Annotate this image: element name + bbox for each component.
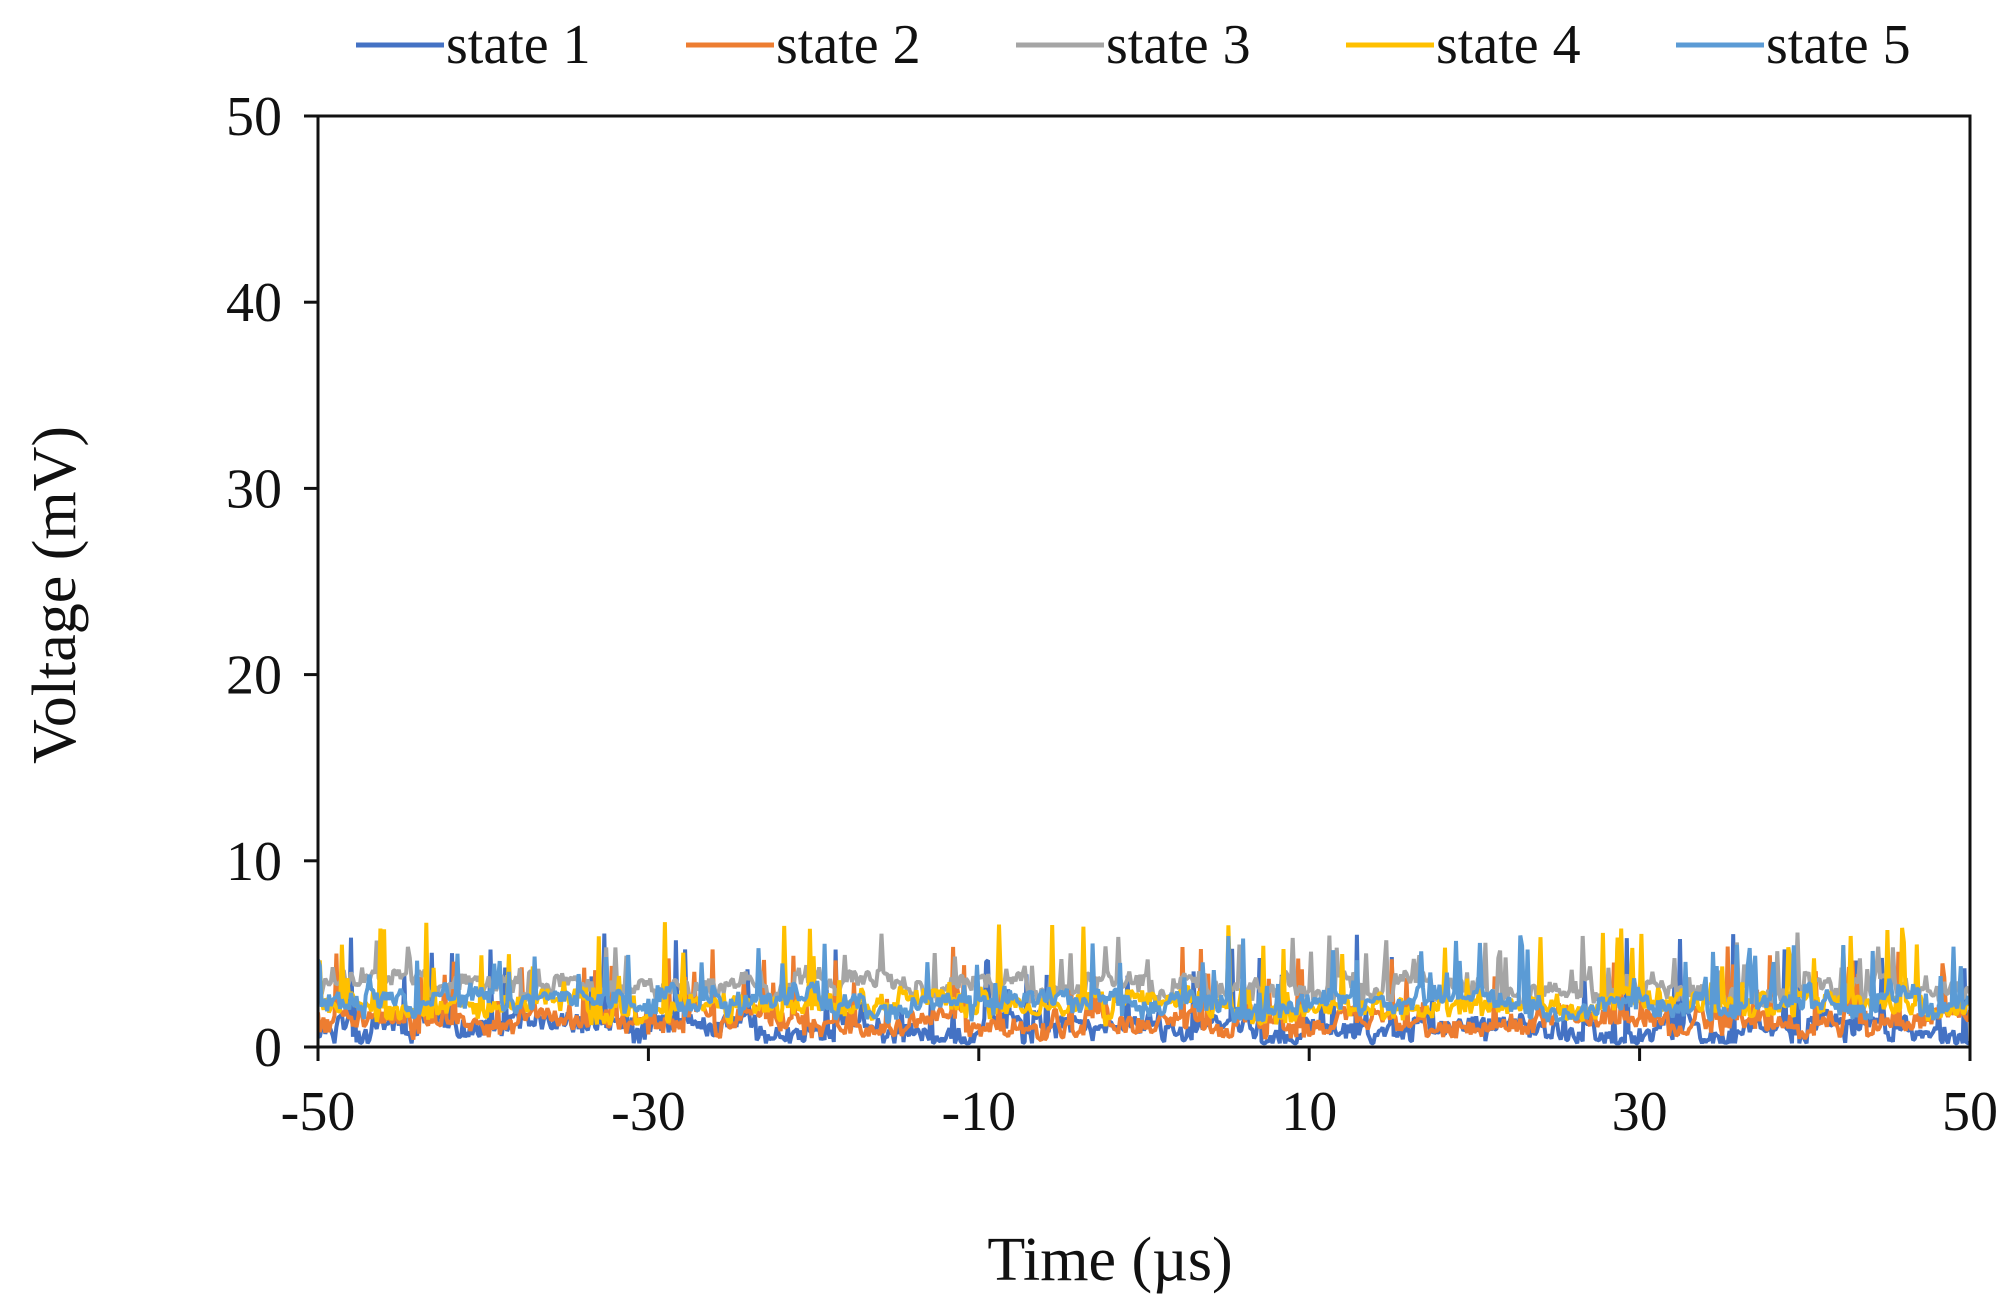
y-tick-label: 0: [254, 1017, 282, 1079]
y-tick-label: 40: [226, 272, 282, 334]
x-axis: -50 -30 -10 10 30 50: [281, 1047, 1998, 1143]
x-tick-label: -10: [941, 1081, 1016, 1143]
y-tick-label: 30: [226, 458, 282, 520]
x-tick-label: 10: [1281, 1081, 1337, 1143]
series-line-state-5: [318, 935, 1970, 1025]
legend-label: state 5: [1766, 14, 1911, 76]
y-axis-title: Voltage (mV): [21, 426, 89, 764]
x-axis-title: Time (µs): [987, 1226, 1232, 1294]
y-tick-label: 50: [226, 86, 282, 148]
x-tick-label: 50: [1942, 1081, 1998, 1143]
x-tick-label: -30: [611, 1081, 686, 1143]
y-axis: 0 10 20 30 40 50: [226, 86, 318, 1079]
y-tick-label: 20: [226, 645, 282, 707]
y-tick-label: 10: [226, 831, 282, 893]
x-tick-label: 30: [1612, 1081, 1668, 1143]
plot-frame: [316, 114, 1972, 1049]
legend-label: state 2: [776, 14, 921, 76]
series-group: [318, 922, 1970, 1046]
legend: state 1 state 2 state 3 state 4 state 5: [356, 14, 1911, 76]
legend-label: state 1: [446, 14, 591, 76]
legend-label: state 3: [1106, 14, 1251, 76]
legend-label: state 4: [1436, 14, 1581, 76]
x-tick-label: -50: [281, 1081, 356, 1143]
